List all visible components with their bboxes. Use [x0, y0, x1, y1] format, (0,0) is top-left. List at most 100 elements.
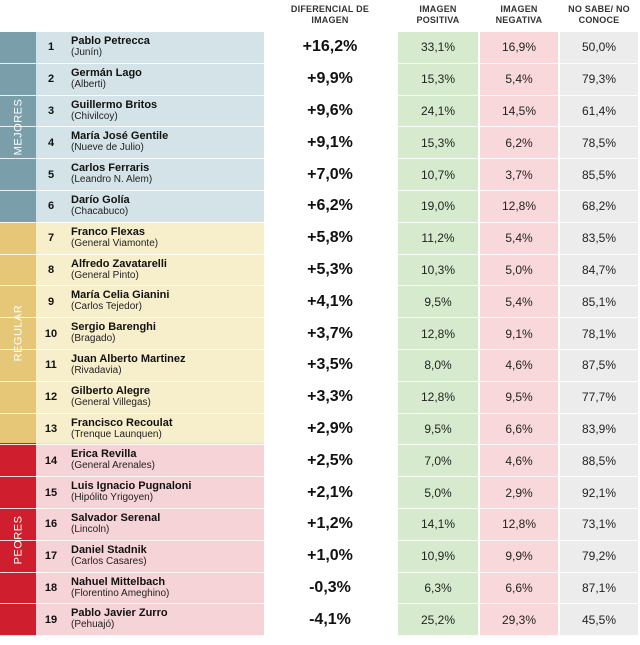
- municipality-name: (Lincoln): [71, 523, 110, 535]
- diferencial-value: +6,2%: [307, 197, 353, 215]
- imagen-negativa-value: 4,6%: [505, 453, 533, 468]
- diferencial-value: +3,7%: [307, 324, 353, 342]
- imagen-negativa-value: 12,8%: [501, 517, 537, 532]
- no-sabe-value: 83,5%: [581, 231, 617, 246]
- imagen-negativa-value: 6,6%: [505, 421, 533, 436]
- imagen-positiva-value: 25,2%: [420, 612, 456, 627]
- no-sabe-value: 79,3%: [581, 72, 617, 87]
- municipality-name: (Trenque Launquen): [71, 428, 162, 440]
- imagen-negativa-value: 9,9%: [505, 549, 533, 564]
- rank-number: 6: [47, 200, 55, 213]
- imagen-positiva-value: 19,0%: [420, 199, 456, 214]
- rank-number: 7: [47, 232, 55, 245]
- imagen-negativa-value: 16,9%: [501, 40, 537, 55]
- imagen-positiva-value: 8,0%: [424, 358, 452, 373]
- mayor-name: Alfredo Zavatarelli: [71, 257, 167, 270]
- imagen-positiva-value: 15,3%: [420, 72, 456, 87]
- diferencial-value: +2,1%: [307, 483, 353, 501]
- table-row: 8 Alfredo Zavatarelli (General Pinto) +5,3%…: [0, 255, 640, 287]
- group-bg-regular: [36, 222, 264, 443]
- imagen-positiva-value: 15,3%: [420, 135, 456, 150]
- mayor-name: Salvador Serenal: [71, 511, 161, 524]
- municipality-name: (Junín): [71, 47, 103, 58]
- rank-number: 14: [44, 454, 58, 467]
- table-row: 1 Pablo Petrecca (Junín) +16,2% 33,1% 16,9% 50…: [0, 32, 640, 64]
- municipality-name: (Rivadavia): [71, 364, 122, 376]
- imagen-positiva-value: 12,8%: [420, 326, 456, 341]
- diferencial-value: +9,9%: [307, 70, 353, 88]
- diferencial-value: +2,5%: [307, 451, 353, 469]
- municipality-name: (Chivilcoy): [71, 110, 118, 122]
- table-row: 10 Sergio Barenghi (Bragado) +3,7% 12,8% 9,1%…: [0, 318, 640, 350]
- no-sabe-value: 83,9%: [581, 421, 617, 436]
- municipality-name: (Alberti): [71, 78, 107, 90]
- no-sabe-value: 45,5%: [581, 612, 617, 627]
- table-row: 15 Luis Ignacio Pugnaloni (Hipólito Yrigoy…: [0, 477, 640, 509]
- municipality-name: (General Viamonte): [71, 237, 159, 249]
- header-no-sabe: NO SABE/ NO CONOCE: [568, 4, 630, 25]
- mayor-name: Darío Golía: [71, 193, 130, 206]
- municipality-name: (Leandro N. Alem): [71, 174, 153, 186]
- no-sabe-value: 78,5%: [581, 135, 617, 150]
- rank-number: 16: [44, 518, 58, 531]
- table-row: 6 Darío Golía (Chacabuco) +6,2% 19,0% 12,8% 68…: [0, 191, 640, 223]
- municipality-name: (General Arenales): [71, 460, 155, 472]
- imagen-positiva-value: 12,8%: [420, 390, 456, 405]
- municipality-name: (Hipólito Yrigoyen): [71, 492, 154, 504]
- rank-number: 8: [47, 263, 55, 276]
- header-imagen-negativa: IMAGEN NEGATIVA: [495, 4, 543, 25]
- mayor-name: Juan Alberto Martinez: [71, 352, 186, 365]
- mayor-name: Daniel Stadnik: [71, 543, 147, 556]
- table-header: DIFERENCIAL DE IMAGEN IMAGEN POSITIVA IM…: [0, 0, 640, 30]
- diferencial-value: +9,1%: [307, 133, 353, 151]
- imagen-positiva-value: 7,0%: [424, 453, 452, 468]
- rank-number: 2: [47, 73, 55, 86]
- no-sabe-value: 92,1%: [581, 485, 617, 500]
- imagen-positiva-value: 24,1%: [420, 103, 456, 118]
- table-row: 11 Juan Alberto Martinez (Rivadavia) +3,5% 8…: [0, 350, 640, 382]
- imagen-negativa-value: 5,4%: [505, 294, 533, 309]
- imagen-negativa-value: 14,5%: [501, 103, 537, 118]
- no-sabe-value: 88,5%: [581, 453, 617, 468]
- mayor-name: Gilberto Alegre: [71, 384, 151, 397]
- rank-number: 17: [44, 550, 58, 563]
- no-sabe-value: 50,0%: [581, 40, 617, 55]
- municipality-name: (Nueve de Julio): [71, 142, 144, 154]
- diferencial-value: -0,3%: [309, 578, 351, 596]
- no-sabe-value: 85,5%: [581, 167, 617, 182]
- no-sabe-value: 73,1%: [581, 517, 617, 532]
- imagen-negativa-value: 3,7%: [505, 167, 533, 182]
- imagen-positiva-value: 10,3%: [420, 262, 456, 277]
- no-sabe-value: 87,1%: [581, 580, 617, 595]
- table-row: 5 Carlos Ferraris (Leandro N. Alem) +7,0% 10…: [0, 159, 640, 191]
- mayor-name: Erica Revilla: [71, 448, 137, 461]
- mayor-name: Pablo Petrecca: [71, 35, 150, 47]
- imagen-negativa-value: 29,3%: [501, 612, 537, 627]
- mayor-name: Carlos Ferraris: [71, 162, 150, 175]
- diferencial-value: +7,0%: [307, 165, 353, 183]
- diferencial-value: +1,2%: [307, 515, 353, 533]
- mayor-name: María Celia Gianini: [71, 289, 170, 302]
- no-sabe-value: 84,7%: [581, 262, 617, 277]
- municipality-name: (Pehuajó): [71, 619, 115, 631]
- column-bg-negativa: [480, 32, 558, 636]
- diferencial-value: +5,3%: [307, 260, 353, 278]
- rank-number: 15: [44, 486, 58, 499]
- mayor-name: Pablo Javier Zurro: [71, 607, 168, 620]
- mayor-name: Germán Lago: [71, 66, 142, 79]
- diferencial-value: +16,2%: [302, 38, 358, 56]
- mayor-name: Luis Ignacio Pugnaloni: [71, 480, 192, 493]
- column-bg-positiva: [398, 32, 478, 636]
- table-row: 7 Franco Flexas (General Viamonte) +5,8% 11,…: [0, 223, 640, 255]
- imagen-positiva-value: 5,0%: [424, 485, 452, 500]
- table-row: 19 Pablo Javier Zurro (Pehuajó) -4,1% 25,2% 2…: [0, 604, 640, 637]
- diferencial-value: +1,0%: [307, 547, 353, 565]
- header-imagen-positiva: IMAGEN POSITIVA: [416, 4, 460, 25]
- municipality-name: (General Pinto): [71, 269, 139, 281]
- imagen-negativa-value: 4,6%: [505, 358, 533, 373]
- mayor-name: Franco Flexas: [71, 225, 145, 238]
- imagen-positiva-value: 9,5%: [424, 294, 452, 309]
- mayor-name: Guillermo Britos: [71, 98, 158, 111]
- rank-number: 5: [47, 168, 55, 181]
- mayor-name: Sergio Barenghi: [71, 321, 156, 334]
